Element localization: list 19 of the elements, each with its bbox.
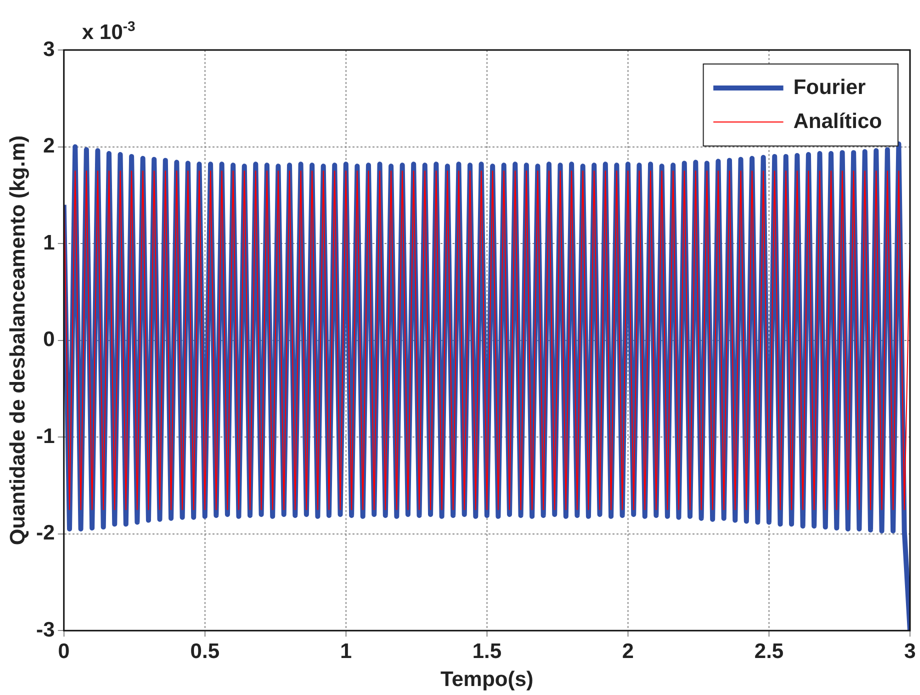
x-tick-label: 0	[58, 640, 70, 663]
x-tick-label: 3	[904, 640, 916, 663]
x-tick-label: 2	[622, 640, 634, 663]
y-tick-label: -1	[36, 424, 56, 448]
y-tick-label: 0	[43, 328, 55, 352]
text: x 10$^{-3}$	[82, 18, 136, 45]
x-tick-label: 0.5	[190, 640, 220, 663]
y-axis-title: Quantidade de desbalanceamento (kg.m)	[6, 136, 30, 546]
legend-label: Fourier	[793, 76, 866, 99]
legend-label: Analítico	[793, 110, 882, 133]
x-axis-title: Tempo(s)	[440, 668, 534, 692]
x-tick-label: 1.5	[472, 640, 502, 663]
y-tick-label: -2	[36, 522, 55, 545]
y-tick-label: 3	[43, 38, 55, 61]
x-tick-label: 2.5	[754, 640, 784, 663]
y-tick-label: 2	[43, 134, 55, 158]
x-tick-label: 1	[340, 640, 352, 663]
y-tick-label: 1	[43, 231, 56, 254]
y-tick-label: -3	[36, 618, 55, 642]
